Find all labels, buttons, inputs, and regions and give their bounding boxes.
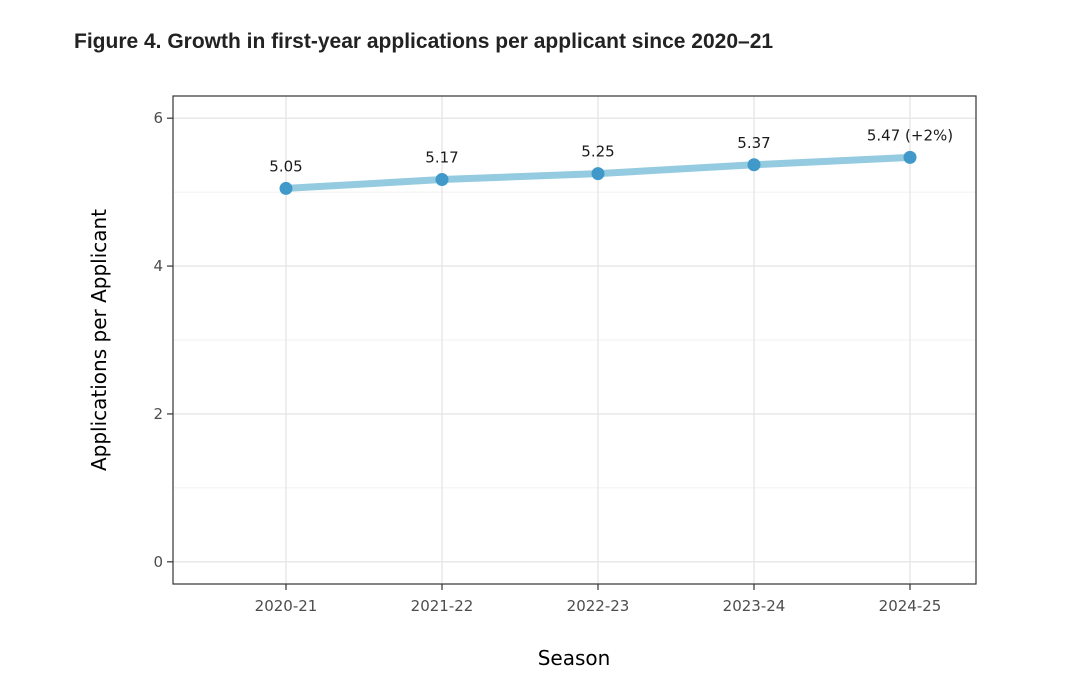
- y-axis-title: Applications per Applicant: [87, 209, 111, 471]
- data-points: [279, 150, 917, 195]
- x-axis-title: Season: [538, 646, 611, 670]
- y-tick-label: 2: [153, 405, 163, 423]
- data-label: 5.47 (+2%): [867, 126, 953, 144]
- data-point: [279, 181, 293, 195]
- y-tick-label: 4: [153, 257, 163, 275]
- data-label: 5.17: [425, 149, 458, 167]
- data-label: 5.05: [269, 157, 302, 175]
- x-axis: 2020-21 2021-22 2022-23 2023-24 2024-25: [255, 584, 942, 615]
- x-tick-label: 2022-23: [567, 597, 630, 615]
- data-label: 5.25: [581, 143, 614, 161]
- x-tick-label: 2023-24: [723, 597, 786, 615]
- data-labels: 5.05 5.17 5.25 5.37 5.47 (+2%): [269, 126, 953, 175]
- y-tick-label: 6: [153, 109, 163, 127]
- data-point: [747, 158, 761, 172]
- x-tick-label: 2024-25: [879, 597, 942, 615]
- y-axis: 0 2 4 6: [153, 109, 173, 571]
- data-point: [435, 173, 449, 187]
- figure-title: Figure 4. Growth in first-year applicati…: [74, 30, 774, 53]
- y-tick-label: 0: [153, 553, 163, 571]
- grid-minor: [173, 191, 976, 489]
- plot-border: [172, 95, 977, 585]
- data-label: 5.37: [737, 134, 770, 152]
- x-tick-label: 2020-21: [255, 597, 318, 615]
- data-point: [903, 150, 917, 164]
- data-point: [591, 167, 605, 181]
- x-tick-label: 2021-22: [411, 597, 474, 615]
